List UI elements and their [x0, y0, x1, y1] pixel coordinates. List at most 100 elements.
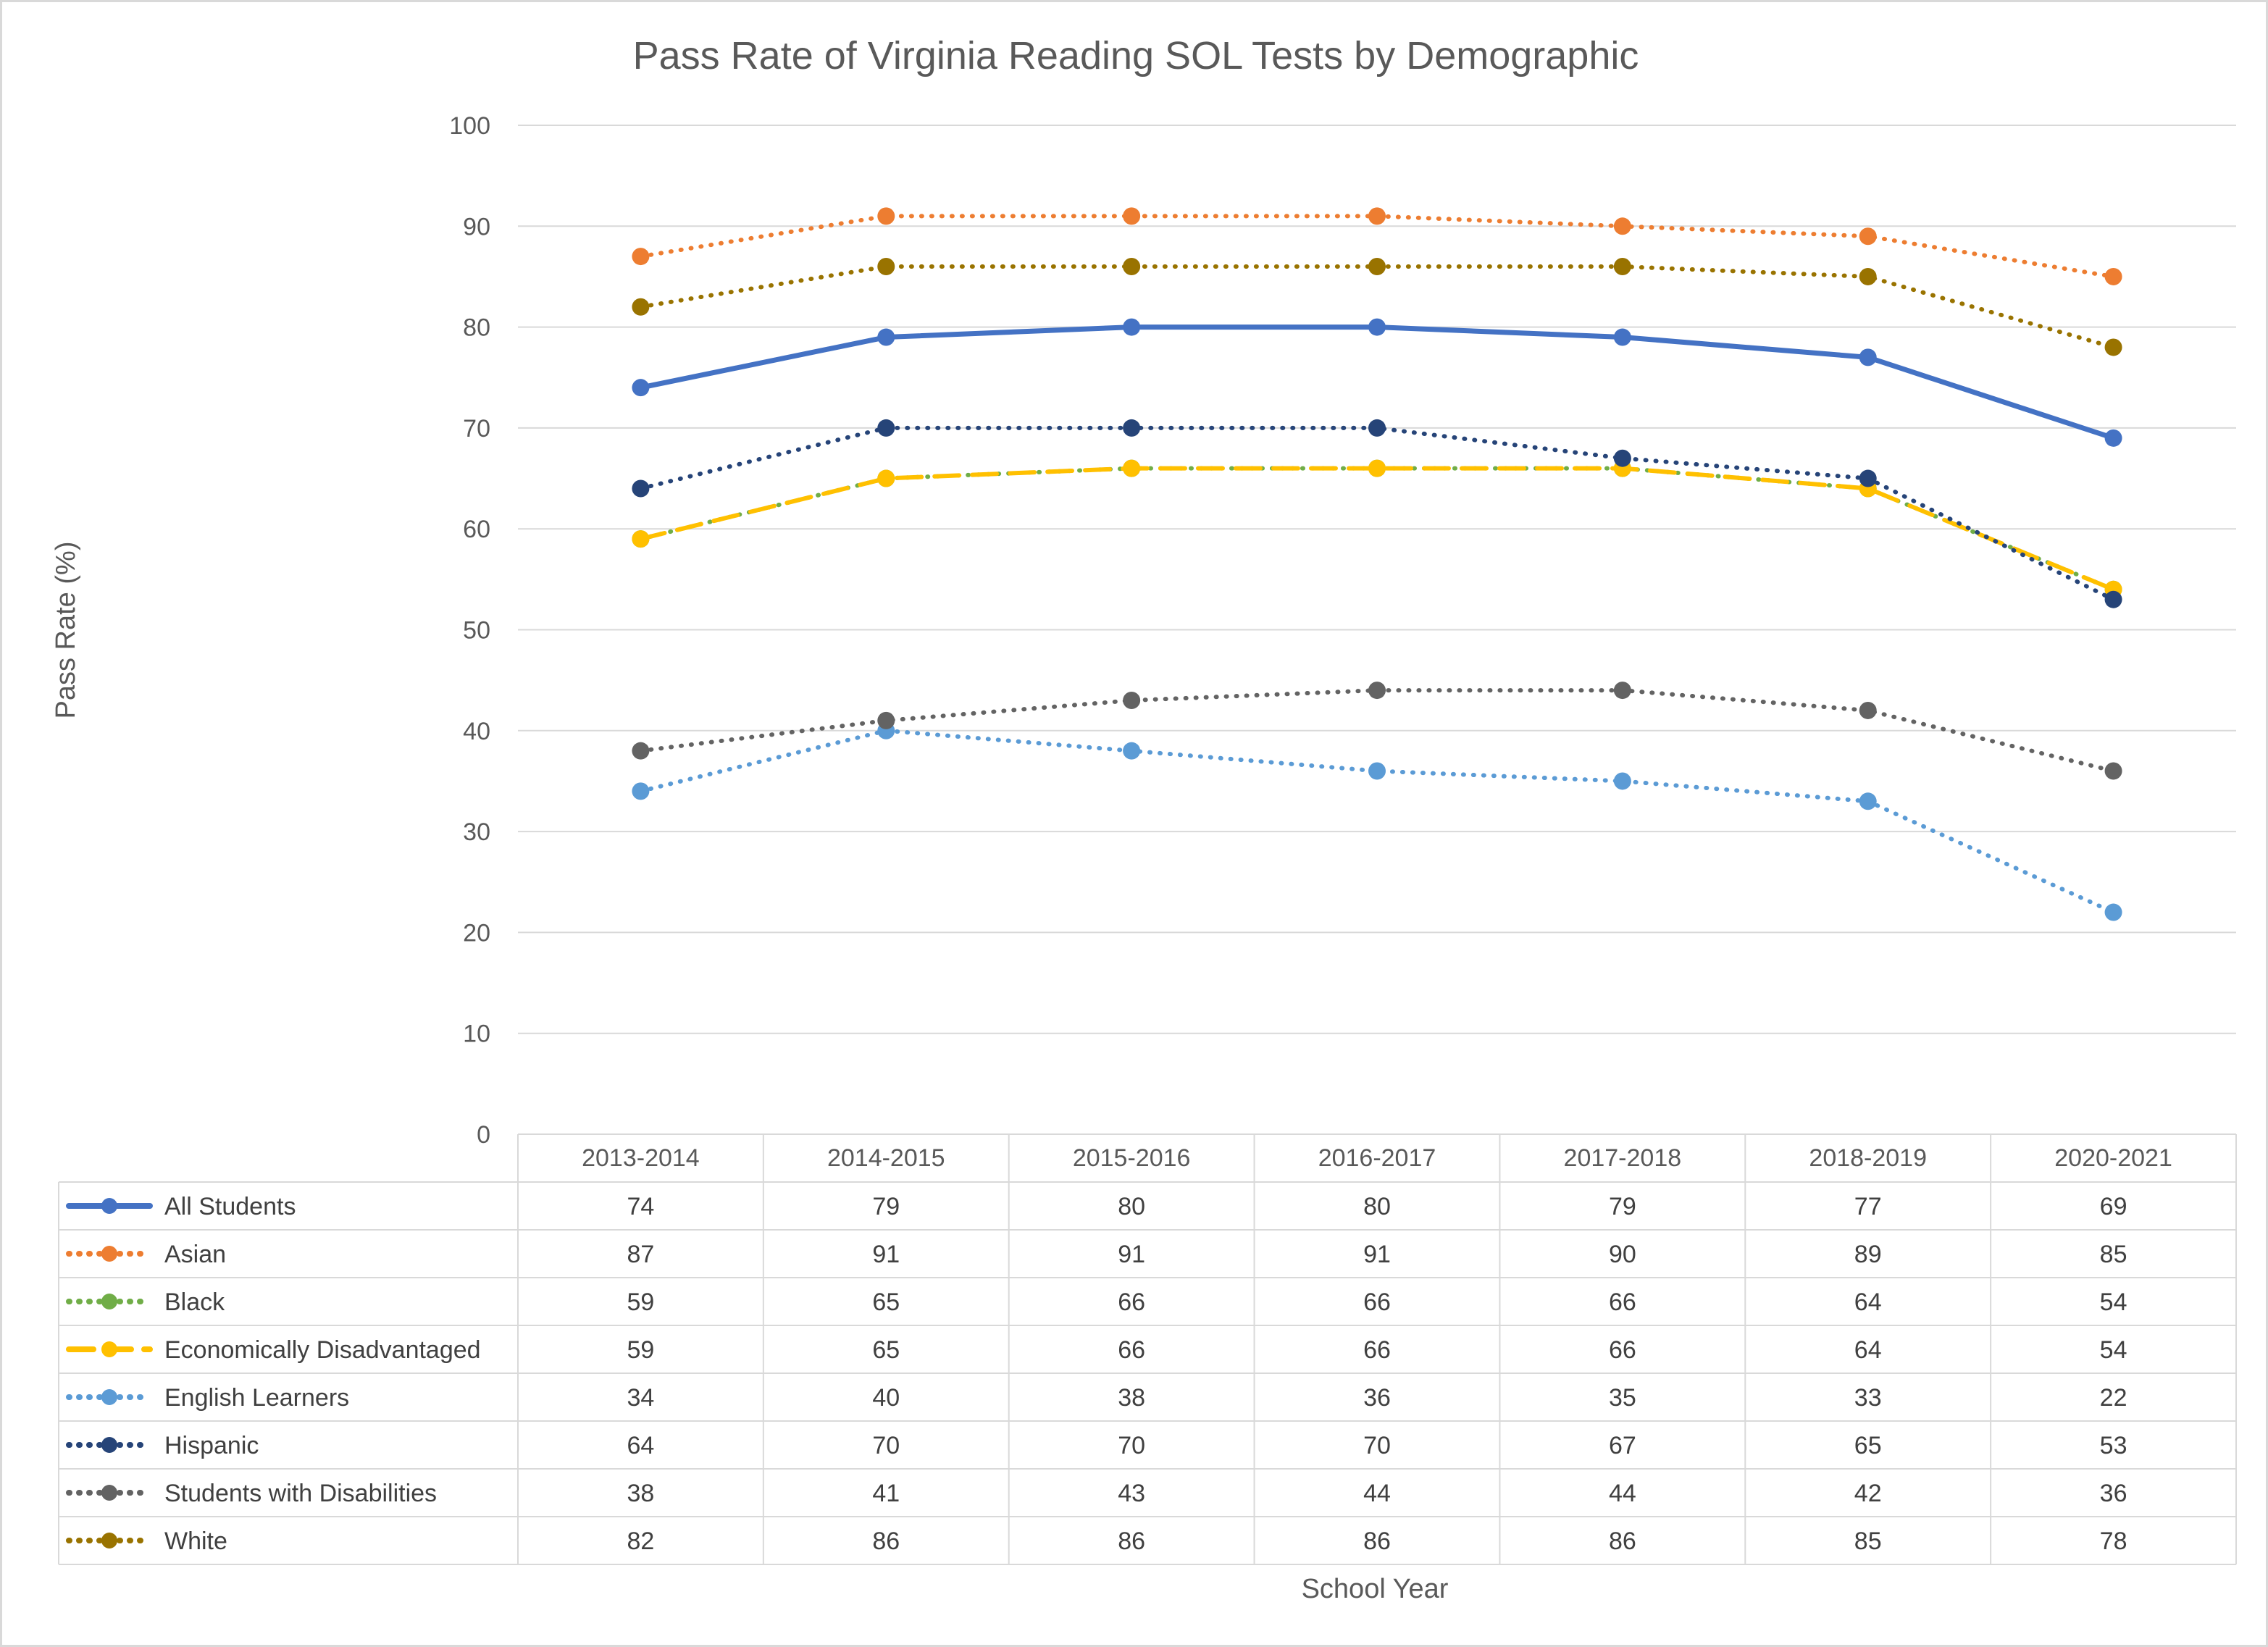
series-students-with-disabilities [632, 682, 2122, 780]
data-point [2104, 903, 2122, 921]
table-cell: 74 [627, 1193, 655, 1220]
x-tick-label: 2017-2018 [1564, 1144, 1682, 1172]
data-point [2104, 429, 2122, 447]
y-tick-label: 90 [463, 213, 490, 240]
data-point [632, 530, 650, 548]
data-point [1613, 217, 1631, 235]
table-cell: 80 [1118, 1193, 1145, 1220]
data-point [1859, 348, 1877, 366]
legend-label-white: White [164, 1527, 227, 1555]
data-point [1123, 207, 1141, 225]
table-cell: 82 [627, 1527, 655, 1555]
data-point [632, 782, 650, 800]
table-cell: 86 [1118, 1527, 1145, 1555]
data-point [1613, 328, 1631, 346]
table-cell: 66 [1609, 1336, 1636, 1364]
data-point [1123, 258, 1141, 276]
y-tick-label: 40 [463, 718, 490, 745]
data-point [2104, 267, 2122, 285]
data-point [1859, 267, 1877, 285]
legend-key-students-with-disabilities [66, 1485, 153, 1501]
series-line-english-learners [638, 728, 2116, 915]
legend-key-all-students [66, 1198, 153, 1214]
table-cell: 80 [1363, 1193, 1391, 1220]
y-tick-label: 60 [463, 516, 490, 543]
table-cell: 85 [1854, 1527, 1882, 1555]
y-tick-label: 0 [477, 1121, 490, 1149]
data-point [1123, 419, 1141, 437]
table-cell: 70 [872, 1432, 900, 1459]
data-point [1368, 207, 1386, 225]
table-cell: 91 [872, 1241, 900, 1268]
legend-label-asian: Asian [164, 1241, 226, 1268]
data-point [2104, 590, 2122, 608]
table-cell: 86 [872, 1527, 900, 1555]
y-tick-label: 100 [449, 112, 490, 140]
data-point [1123, 459, 1141, 477]
legend-label-black: Black [164, 1288, 225, 1316]
data-point [1368, 419, 1386, 437]
table-cell: 59 [627, 1336, 655, 1364]
table-cell: 36 [2100, 1480, 2127, 1507]
series-asian [632, 207, 2122, 285]
table-cell: 90 [1609, 1241, 1636, 1268]
table-cell: 70 [1363, 1432, 1391, 1459]
table-cell: 79 [872, 1193, 900, 1220]
table-cell: 66 [1363, 1288, 1391, 1316]
data-point [632, 479, 650, 498]
chart-title: Pass Rate of Virginia Reading SOL Tests … [633, 34, 1639, 77]
table-cell: 54 [2100, 1336, 2127, 1364]
table-cell: 77 [1854, 1193, 1882, 1220]
legend-label-economically-disadvantaged: Economically Disadvantaged [164, 1336, 481, 1364]
data-point [877, 207, 895, 225]
y-tick-label: 80 [463, 314, 490, 342]
table-cell: 35 [1609, 1384, 1636, 1412]
data-point [1613, 682, 1631, 700]
table-cell: 86 [1363, 1527, 1391, 1555]
table-cell: 79 [1609, 1193, 1636, 1220]
table-cell: 65 [872, 1288, 900, 1316]
data-point [1123, 742, 1141, 760]
table-cell: 69 [2100, 1193, 2127, 1220]
data-point [1123, 692, 1141, 710]
y-tick-label: 30 [463, 818, 490, 846]
y-tick-label: 50 [463, 617, 490, 645]
y-tick-label: 70 [463, 415, 490, 443]
data-point [877, 711, 895, 729]
table-cell: 43 [1118, 1480, 1145, 1507]
table-cell: 78 [2100, 1527, 2127, 1555]
x-tick-label: 2014-2015 [827, 1144, 945, 1172]
table-cell: 86 [1609, 1527, 1636, 1555]
legend-label-students-with-disabilities: Students with Disabilities [164, 1480, 437, 1507]
data-point [1613, 772, 1631, 790]
table-cell: 91 [1363, 1241, 1391, 1268]
table-cell: 42 [1854, 1480, 1882, 1507]
table-cell: 85 [2100, 1241, 2127, 1268]
table-cell: 44 [1609, 1480, 1636, 1507]
table-cell: 59 [627, 1288, 655, 1316]
data-point [877, 328, 895, 346]
table-cell: 54 [2100, 1288, 2127, 1316]
table-cell: 38 [1118, 1384, 1145, 1412]
data-point [1368, 318, 1386, 336]
data-point [1368, 258, 1386, 276]
table-cell: 36 [1363, 1384, 1391, 1412]
legend-key-white [66, 1533, 153, 1548]
table-cell: 87 [627, 1241, 655, 1268]
data-point [632, 742, 650, 760]
y-axis-title: Pass Rate (%) [51, 542, 81, 719]
x-axis-title: School Year [1302, 1574, 1449, 1604]
table-cell: 70 [1118, 1432, 1145, 1459]
table-cell: 33 [1854, 1384, 1882, 1412]
series-line-hispanic [638, 425, 2116, 602]
y-axis-ticks: 0 10 20 30 40 50 60 70 80 90 100 [449, 112, 490, 1149]
table-cell: 66 [1118, 1336, 1145, 1364]
y-tick-label: 20 [463, 919, 490, 947]
series-white [632, 258, 2122, 356]
data-point [877, 469, 895, 487]
table-cell: 65 [872, 1336, 900, 1364]
table-cell: 41 [872, 1480, 900, 1507]
data-point [632, 248, 650, 266]
